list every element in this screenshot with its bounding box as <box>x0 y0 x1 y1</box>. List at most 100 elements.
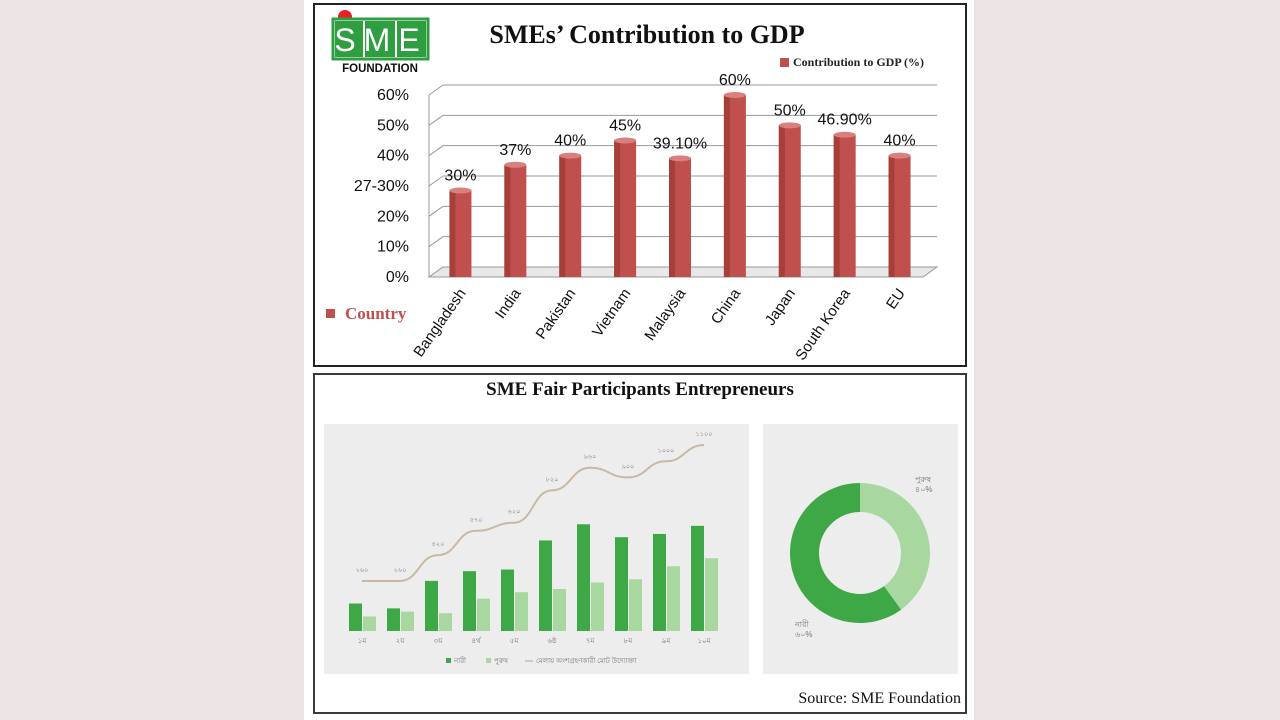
category-legend: Country <box>326 304 407 323</box>
fair-chart-svg: ২৬০ ২৬০ ৪২০ ৫৭০ ৬২০ ৮২০ ৯৬০ ৯০০ ১০০০ ১১০০ ১ম ২য় ৩য… <box>324 424 958 674</box>
fair-bar-male <box>401 611 414 631</box>
fair-line-data-label: ৮২০ <box>546 476 559 483</box>
gdp-bar-cap <box>778 122 801 129</box>
gdp-bar-cap <box>888 152 911 159</box>
gdp-bar-shade <box>504 164 511 277</box>
gdp-bar-shade <box>669 158 675 277</box>
donut-value-female: ৬০% <box>795 630 813 639</box>
donut-value-male: ৪০% <box>915 485 933 494</box>
fair-bar-female <box>463 571 476 631</box>
fair-x-tick-label: ৬ষ্ঠ <box>547 636 557 645</box>
fair-x-tick-label: ১০ম <box>698 638 711 645</box>
fair-bar-female <box>615 537 628 631</box>
fair-line-data-label: ৯৬০ <box>584 454 597 461</box>
fair-line-data-label: ২৬০ <box>394 567 407 574</box>
fair-chart-panel: SME Fair Participants Entrepreneurs ২৬০ ২… <box>313 373 967 714</box>
fair-line-data-label: ১১০০ <box>696 431 713 438</box>
y-tick-label: 0% <box>386 269 409 286</box>
y-tick-label: 60% <box>377 87 409 104</box>
fair-line-data-label: ৪২০ <box>432 541 445 548</box>
fair-x-tick-label: ৩য় <box>434 638 444 645</box>
category-legend-label: Country <box>345 304 407 323</box>
gdp-chart-svg: SME FOUNDATION SMEs’ Contribution to GDP… <box>326 10 939 364</box>
fair-donut-chart: নারী৬০% পুরুষ৪০% <box>790 475 933 639</box>
gdp-bar-cap <box>723 92 746 98</box>
x-tick-label: South Korea <box>792 285 854 364</box>
logo-subtitle: FOUNDATION <box>342 63 418 75</box>
logo-text: SME <box>334 22 427 58</box>
gdp-bar-cap <box>614 137 637 144</box>
gdp-legend: Contribution to GDP (%) <box>780 55 924 69</box>
gdp-bar-shade <box>614 140 621 277</box>
gdp-chart-panel: SME FOUNDATION SMEs’ Contribution to GDP… <box>313 3 967 367</box>
category-legend-swatch <box>326 309 335 318</box>
gdp-bar-shade <box>888 155 895 277</box>
logo-e-block <box>397 21 426 57</box>
fair-bar-male <box>705 558 718 631</box>
fair-bar-male <box>477 598 490 631</box>
fair-bar-male <box>439 613 452 631</box>
logo-s-block <box>335 21 363 57</box>
fair-line-data-label: ১০০০ <box>658 447 675 454</box>
fair-line-data-label: ৯০০ <box>622 463 635 470</box>
fair-x-tick-label: ৯ম <box>662 638 671 645</box>
gdp-data-label: 46.90% <box>818 112 872 129</box>
sme-foundation-logo: SME FOUNDATION <box>331 10 430 75</box>
gdp-bar-shade <box>833 134 840 277</box>
donut-slice-male <box>860 483 931 610</box>
y-tick-label: 50% <box>377 117 409 134</box>
y-tick-label: 40% <box>377 148 409 165</box>
fair-total-line-path <box>362 444 705 582</box>
fair-bar-male <box>553 588 566 631</box>
fair-chart-title: SME Fair Participants Entrepreneurs <box>486 379 794 400</box>
fair-bar-female <box>349 603 362 631</box>
fair-bar-chart-bg <box>324 424 749 674</box>
donut-label-male: পুরুষ <box>915 475 932 484</box>
grid-depth-line <box>428 145 444 157</box>
gdp-y-axis-ticks: 0% 10% 20% 27-30% 40% 50% 60% <box>354 87 409 286</box>
y-tick-label: 27-30% <box>354 178 409 195</box>
grid-depth-line <box>428 84 444 96</box>
grid-depth-line <box>428 175 444 187</box>
fair-legend-swatch-male <box>486 658 491 663</box>
grid-depth-line <box>428 236 444 248</box>
gdp-data-label: 40% <box>554 133 586 150</box>
fair-bar-female <box>539 540 552 631</box>
fair-line-data-label: ২৬০ <box>356 567 369 574</box>
logo-m-block <box>365 21 395 57</box>
gdp-data-label: 30% <box>444 168 476 185</box>
x-tick-label: Vietnam <box>589 286 634 341</box>
source-credit: Source: SME Foundation <box>798 690 961 707</box>
gdp-bar-shade <box>559 155 566 277</box>
fair-x-axis-ticks: ১ম ২য় ৩য় ৪র্থ ৫ম ৬ষ্ঠ ৭ম ৮ম ৯ম ১০ম <box>358 636 711 645</box>
donut-slice-female <box>790 483 902 623</box>
gdp-bar-cap <box>833 131 856 138</box>
fair-bar-male <box>629 579 642 631</box>
fair-legend: নারী পুরুষ মেলায় অংশগ্রহণকারী মোট উদ্যো… <box>446 656 637 665</box>
gdp-bar-shade <box>723 95 730 277</box>
gdp-bar-shade <box>778 125 785 277</box>
fair-bar-female <box>691 525 704 631</box>
gdp-bars: 30% 37% 40% 45% 39.10% 60% 50% 46.90% 40% <box>444 72 916 277</box>
gdp-data-label: 37% <box>499 142 531 159</box>
fair-bar-female <box>577 524 590 631</box>
fair-x-tick-label: ৪র্থ <box>471 637 481 645</box>
gdp-data-label: 45% <box>609 118 641 135</box>
gdp-chart-title: SMEs’ Contribution to GDP <box>489 20 804 49</box>
fair-legend-total: মেলায় অংশগ্রহণকারী মোট উদ্যোক্তা <box>536 656 637 665</box>
gdp-legend-label: Contribution to GDP (%) <box>793 55 924 69</box>
gdp-data-label: 40% <box>884 133 916 150</box>
grid-depth-line <box>428 114 444 126</box>
x-tick-label: Japan <box>762 286 799 329</box>
gdp-data-label: 60% <box>719 72 751 89</box>
gdp-data-label: 50% <box>774 102 806 119</box>
gdp-x-axis-ticks: Bangladesh India Pakistan Vietnam Malaysia Ch… <box>410 285 908 364</box>
x-tick-label: Pakistan <box>533 286 580 343</box>
fair-bar-female <box>501 569 514 631</box>
y-tick-label: 20% <box>377 208 409 225</box>
fair-x-tick-label: ৭ম <box>586 638 595 645</box>
fair-bars <box>349 524 718 631</box>
fair-bar-female <box>387 608 400 631</box>
x-tick-label: Bangladesh <box>410 286 469 361</box>
gdp-bar-shade <box>449 190 456 277</box>
